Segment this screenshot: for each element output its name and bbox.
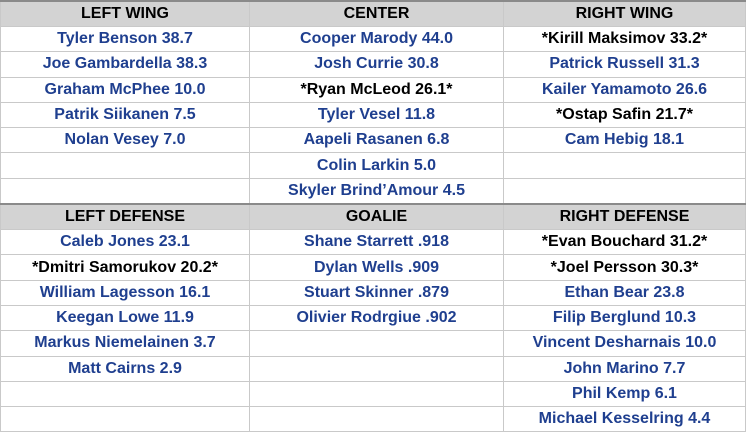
player-cell: Patrick Russell 31.3 bbox=[503, 51, 746, 78]
player-cell: Nolan Vesey 7.0 bbox=[0, 127, 250, 154]
table-row: Keegan Lowe 11.9 Olivier Rodrgiue .902 Fil… bbox=[0, 304, 746, 332]
right-wing-header: RIGHT WING bbox=[503, 0, 746, 27]
player-cell: Joe Gambardella 38.3 bbox=[0, 51, 250, 78]
empty-cell bbox=[0, 152, 250, 179]
table-row: Caleb Jones 23.1 Shane Starrett .918 *Evan… bbox=[0, 229, 746, 256]
player-cell: Dylan Wells .909 bbox=[249, 254, 504, 281]
center-header: CENTER bbox=[249, 0, 504, 27]
player-cell: Caleb Jones 23.1 bbox=[0, 229, 250, 256]
player-cell: Colin Larkin 5.0 bbox=[249, 152, 504, 179]
player-cell: Vincent Desharnais 10.0 bbox=[503, 330, 746, 357]
empty-cell bbox=[0, 380, 250, 408]
player-cell: *Kirill Maksimov 33.2* bbox=[503, 25, 746, 53]
player-cell: Keegan Lowe 11.9 bbox=[0, 304, 250, 332]
empty-cell bbox=[0, 177, 250, 205]
player-cell: Josh Currie 30.8 bbox=[249, 51, 504, 78]
table-row: Nolan Vesey 7.0 Aapeli Rasanen 6.8 Cam Heb… bbox=[0, 127, 746, 154]
table-row: Michael Kesselring 4.4 bbox=[0, 406, 746, 433]
table-row: Graham McPhee 10.0 *Ryan McLeod 26.1* Kail… bbox=[0, 76, 746, 103]
table-row: Skyler Brind’Amour 4.5 bbox=[0, 177, 746, 205]
table-row: Joe Gambardella 38.3 Josh Currie 30.8 Patr… bbox=[0, 51, 746, 78]
player-cell: Matt Cairns 2.9 bbox=[0, 355, 250, 382]
left-wing-header: LEFT WING bbox=[0, 0, 250, 27]
empty-cell bbox=[503, 177, 746, 205]
table-row: Markus Niemelainen 3.7 Vincent Desharnais… bbox=[0, 330, 746, 357]
player-cell: *Ostap Safin 21.7* bbox=[503, 101, 746, 129]
empty-cell bbox=[249, 355, 504, 382]
player-cell: Ethan Bear 23.8 bbox=[503, 279, 746, 306]
table-row: William Lagesson 16.1 Stuart Skinner .879… bbox=[0, 279, 746, 306]
empty-cell bbox=[249, 406, 504, 433]
table-row: Tyler Benson 38.7 Cooper Marody 44.0 *Kiri… bbox=[0, 25, 746, 53]
player-cell: Kailer Yamamoto 26.6 bbox=[503, 76, 746, 103]
player-cell: Michael Kesselring 4.4 bbox=[503, 406, 746, 433]
player-cell: Cooper Marody 44.0 bbox=[249, 25, 504, 53]
player-cell: Stuart Skinner .879 bbox=[249, 279, 504, 306]
header-row: LEFT DEFENSE GOALIE RIGHT DEFENSE bbox=[0, 203, 746, 231]
table-row: Patrik Siikanen 7.5 Tyler Vesel 11.8 *Osta… bbox=[0, 101, 746, 129]
player-cell: *Evan Bouchard 31.2* bbox=[503, 229, 746, 256]
right-defense-header: RIGHT DEFENSE bbox=[503, 203, 746, 231]
player-cell: John Marino 7.7 bbox=[503, 355, 746, 382]
player-cell: Skyler Brind’Amour 4.5 bbox=[249, 177, 504, 205]
table-row: *Dmitri Samorukov 20.2* Dylan Wells .909 *… bbox=[0, 254, 746, 281]
player-cell: Aapeli Rasanen 6.8 bbox=[249, 127, 504, 154]
empty-cell bbox=[249, 330, 504, 357]
player-cell: Markus Niemelainen 3.7 bbox=[0, 330, 250, 357]
player-cell: Graham McPhee 10.0 bbox=[0, 76, 250, 103]
player-cell: Tyler Vesel 11.8 bbox=[249, 101, 504, 129]
player-cell: Shane Starrett .918 bbox=[249, 229, 504, 256]
player-cell: Cam Hebig 18.1 bbox=[503, 127, 746, 154]
player-cell: Patrik Siikanen 7.5 bbox=[0, 101, 250, 129]
player-cell: William Lagesson 16.1 bbox=[0, 279, 250, 306]
left-defense-header: LEFT DEFENSE bbox=[0, 203, 250, 231]
player-cell: *Joel Persson 30.3* bbox=[503, 254, 746, 281]
table-row: Phil Kemp 6.1 bbox=[0, 380, 746, 408]
table-row: Colin Larkin 5.0 bbox=[0, 152, 746, 179]
goalie-header: GOALIE bbox=[249, 203, 504, 231]
player-cell: Phil Kemp 6.1 bbox=[503, 380, 746, 408]
empty-cell bbox=[503, 152, 746, 179]
header-row: LEFT WING CENTER RIGHT WING bbox=[0, 0, 746, 27]
player-cell: *Dmitri Samorukov 20.2* bbox=[0, 254, 250, 281]
player-cell: Tyler Benson 38.7 bbox=[0, 25, 250, 53]
empty-cell bbox=[0, 406, 250, 433]
player-cell: Olivier Rodrgiue .902 bbox=[249, 304, 504, 332]
empty-cell bbox=[249, 380, 504, 408]
table-row: Matt Cairns 2.9 John Marino 7.7 bbox=[0, 355, 746, 382]
player-cell: Filip Berglund 10.3 bbox=[503, 304, 746, 332]
player-cell: *Ryan McLeod 26.1* bbox=[249, 76, 504, 103]
